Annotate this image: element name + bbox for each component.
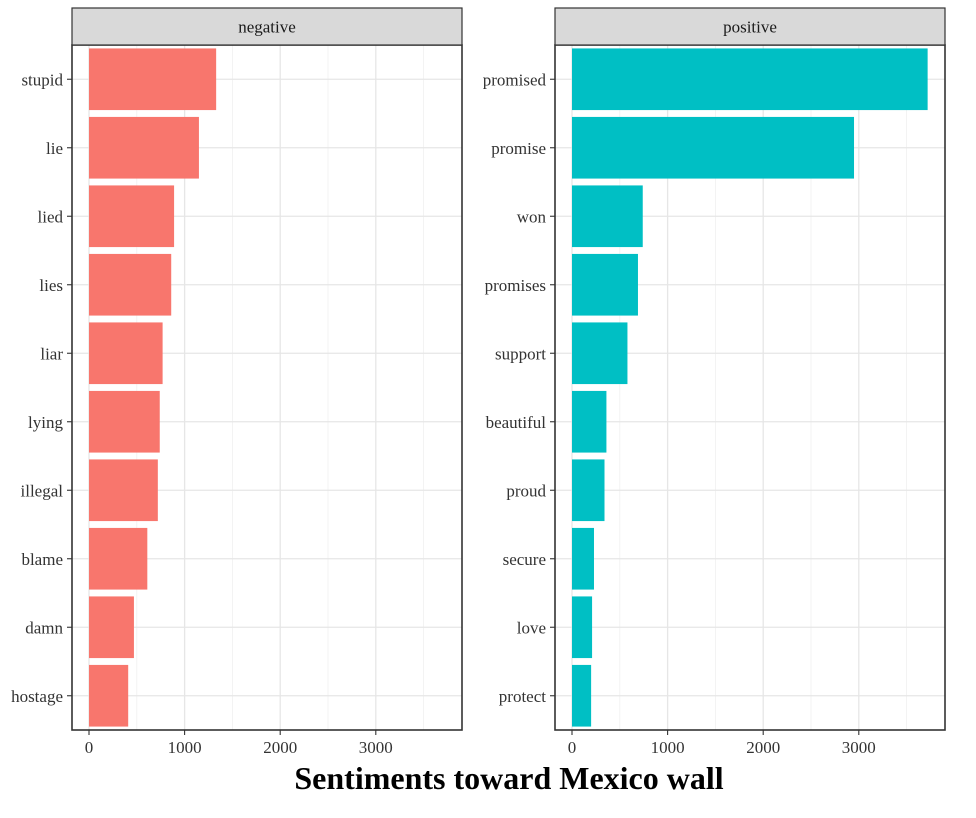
- y-tick-label: promised: [483, 70, 547, 89]
- bar-promises: [572, 253, 638, 316]
- y-tick-label: secure: [503, 550, 546, 569]
- facet-strip: [554, 7, 946, 46]
- bar-stupid: [89, 48, 217, 111]
- bar-beautiful: [572, 390, 607, 453]
- x-tick-label: 1000: [168, 738, 202, 757]
- y-tick-label: illegal: [21, 481, 64, 500]
- bar-won: [572, 185, 643, 248]
- bar-liar: [89, 322, 163, 385]
- bar-promised: [572, 48, 928, 111]
- y-tick-label: beautiful: [486, 413, 547, 432]
- y-tick-label: stupid: [21, 70, 63, 89]
- chart-title: Sentiments toward Mexico wall: [294, 760, 723, 796]
- y-tick-label: hostage: [11, 687, 63, 706]
- y-tick-label: blame: [21, 550, 63, 569]
- y-tick-label: lying: [28, 413, 63, 432]
- bar-damn: [89, 596, 134, 659]
- facet-strip-label: positive: [723, 18, 777, 37]
- x-tick-label: 2000: [746, 738, 780, 757]
- facet-strip-label: negative: [238, 18, 296, 37]
- y-tick-label: damn: [25, 618, 63, 637]
- y-tick-label: support: [495, 344, 546, 363]
- y-tick-label: promise: [491, 139, 546, 158]
- x-tick-label: 3000: [359, 738, 393, 757]
- bar-protect: [572, 664, 592, 727]
- y-tick-label: won: [517, 207, 547, 226]
- bar-proud: [572, 459, 605, 522]
- y-tick-label: protect: [499, 687, 546, 706]
- x-tick-label: 2000: [263, 738, 297, 757]
- bar-illegal: [89, 459, 158, 522]
- y-tick-label: proud: [506, 481, 546, 500]
- y-tick-label: promises: [485, 276, 546, 295]
- x-tick-label: 1000: [651, 738, 685, 757]
- facet-strip: [71, 7, 463, 46]
- panels: negative stupid lie lied lies liar lying illega…: [11, 7, 946, 757]
- bar-support: [572, 322, 628, 385]
- bar-lie: [89, 116, 199, 179]
- y-tick-label: lie: [46, 139, 63, 158]
- panel-positive: positive promised promise won promises suppor…: [483, 7, 946, 757]
- x-tick-label: 3000: [842, 738, 876, 757]
- y-tick-label: lied: [38, 207, 64, 226]
- x-tick-label: 0: [85, 738, 94, 757]
- bar-hostage: [89, 664, 129, 727]
- y-tick-label: lies: [39, 276, 63, 295]
- bar-promise: [572, 116, 855, 179]
- y-tick-label: love: [517, 618, 546, 637]
- bar-lies: [89, 253, 172, 316]
- x-tick-label: 0: [568, 738, 577, 757]
- bar-lying: [89, 390, 160, 453]
- bar-secure: [572, 527, 594, 590]
- bar-blame: [89, 527, 148, 590]
- bar-lied: [89, 185, 175, 248]
- panel-negative: negative stupid lie lied lies liar lying illega…: [11, 7, 463, 757]
- y-tick-label: liar: [40, 344, 63, 363]
- bar-love: [572, 596, 593, 659]
